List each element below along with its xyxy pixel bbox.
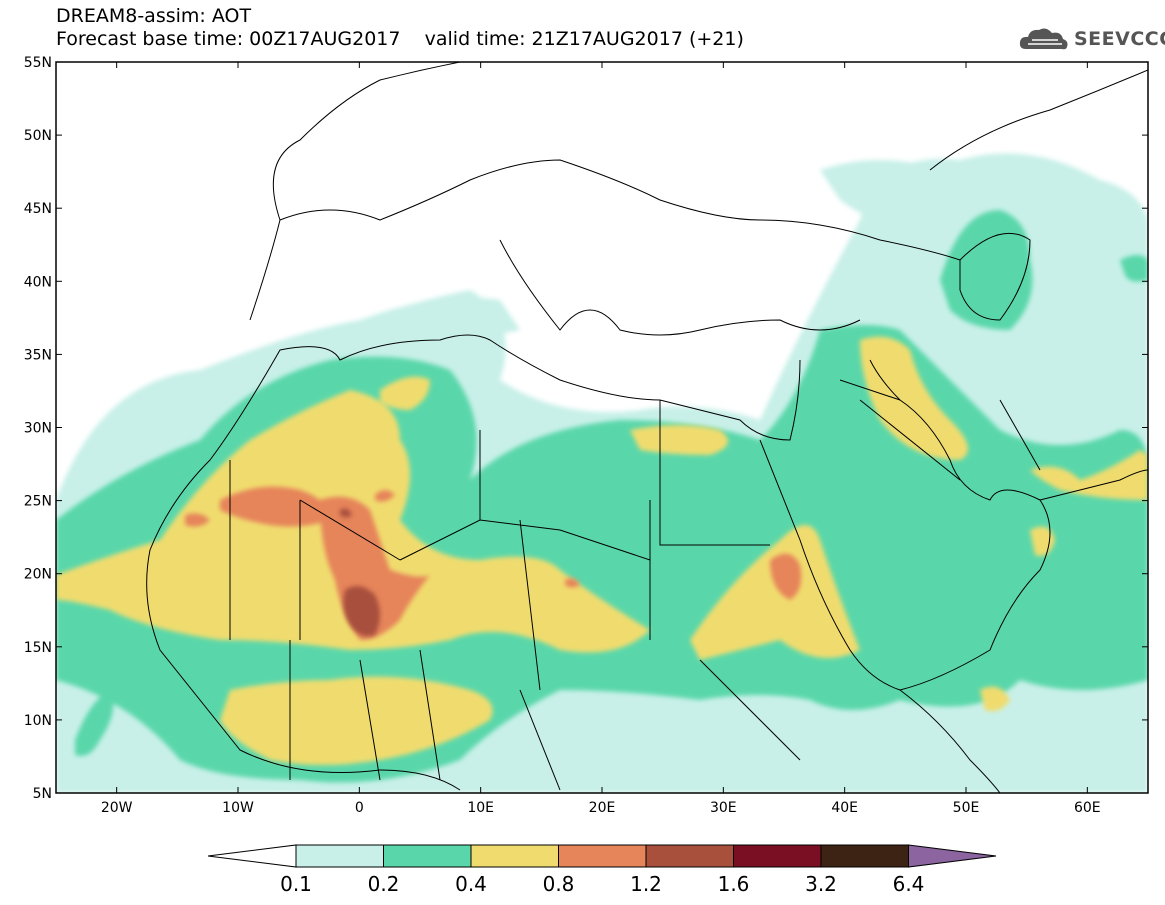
colorbar-bin bbox=[820, 844, 909, 868]
colorbar-bin bbox=[295, 844, 384, 868]
colorbar-tick-label: 0.1 bbox=[280, 872, 312, 896]
colorbar-tick-label: 1.2 bbox=[630, 872, 662, 896]
colorbar-tick-label: 0.4 bbox=[455, 872, 487, 896]
lat-label: 20N bbox=[24, 567, 52, 583]
lat-label: 35N bbox=[24, 347, 52, 363]
colorbar-low-arrow bbox=[207, 844, 297, 868]
colorbar-tick-label: 1.6 bbox=[718, 872, 750, 896]
colorbar-bin bbox=[470, 844, 559, 868]
lat-label: 25N bbox=[24, 494, 52, 510]
lon-label: 20E bbox=[589, 800, 616, 816]
colorbar-tick-label: 6.4 bbox=[893, 872, 925, 896]
colorbar-bin bbox=[733, 844, 822, 868]
seevccc-logo: SEEVCCC bbox=[1018, 22, 1165, 56]
colorbar-high-arrow bbox=[908, 844, 997, 868]
logo-text: SEEVCCC bbox=[1074, 28, 1165, 50]
lon-label: 0 bbox=[355, 800, 364, 816]
lat-label: 40N bbox=[24, 274, 52, 290]
colorbar-tick-label: 0.8 bbox=[543, 872, 575, 896]
lat-label: 45N bbox=[24, 201, 52, 217]
lon-label: 60E bbox=[1074, 800, 1101, 816]
lat-label: 10N bbox=[24, 713, 52, 729]
colorbar: 0.1 0.2 0.4 0.8 1.2 1.6 3.2 6.4 bbox=[207, 844, 997, 896]
colorbar-tick-label: 3.2 bbox=[805, 872, 837, 896]
aot-field bbox=[56, 153, 1148, 793]
chart-title: DREAM8-assim: AOT bbox=[56, 5, 252, 27]
lon-label: 30E bbox=[710, 800, 737, 816]
colorbar-bin bbox=[558, 844, 647, 868]
forecast-time: Forecast base time: 00Z17AUG2017 valid t… bbox=[56, 28, 744, 50]
lon-label: 10E bbox=[467, 800, 494, 816]
lat-label: 5N bbox=[33, 786, 52, 802]
longitude-axis: 20W 10W 0 10E 20E 30E 40E 50E 60E bbox=[101, 62, 1101, 816]
lon-label: 10W bbox=[222, 800, 254, 816]
lon-label: 40E bbox=[831, 800, 858, 816]
colorbar-bin bbox=[383, 844, 472, 868]
lat-label: 50N bbox=[24, 128, 52, 144]
lat-label: 15N bbox=[24, 640, 52, 656]
lat-label: 30N bbox=[24, 421, 52, 437]
lat-label: 55N bbox=[24, 55, 52, 71]
lon-label: 50E bbox=[953, 800, 980, 816]
lon-label: 20W bbox=[101, 800, 133, 816]
colorbar-bin bbox=[645, 844, 734, 868]
coastlines bbox=[146, 62, 1148, 793]
colorbar-tick-label: 0.2 bbox=[368, 872, 400, 896]
latitude-axis: 55N 50N 45N 40N 35N 30N 25N 20N 15N 10N 5N bbox=[24, 55, 1148, 802]
cloud-icon bbox=[1019, 28, 1068, 50]
